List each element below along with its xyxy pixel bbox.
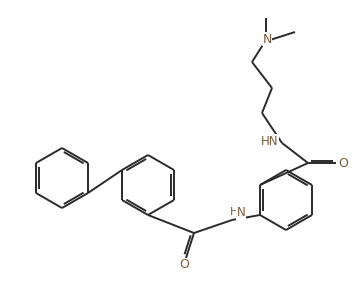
Text: HN: HN (261, 135, 279, 147)
Text: N: N (237, 207, 245, 219)
Text: O: O (179, 259, 189, 271)
Text: O: O (338, 156, 348, 170)
Text: N: N (262, 32, 272, 46)
Text: H: H (230, 207, 238, 217)
